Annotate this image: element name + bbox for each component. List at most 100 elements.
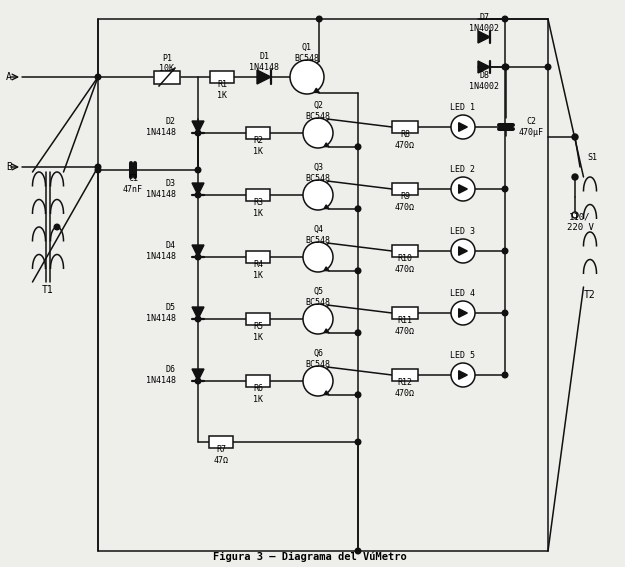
Circle shape [451, 301, 475, 325]
Circle shape [95, 167, 101, 173]
Circle shape [355, 330, 361, 336]
Text: Figura 3 – Diagrama del VúMetro: Figura 3 – Diagrama del VúMetro [213, 552, 407, 562]
Bar [392, 183, 418, 195]
Text: Q6
BC548: Q6 BC548 [306, 349, 331, 369]
Text: D5
1N4148: D5 1N4148 [146, 303, 176, 323]
Text: D8
1N4002: D8 1N4002 [469, 71, 499, 91]
Text: Q3
BC548: Q3 BC548 [306, 163, 331, 183]
Circle shape [503, 16, 508, 22]
Text: Q5
BC548: Q5 BC548 [306, 287, 331, 307]
Bar [246, 375, 270, 387]
Text: R4
1K: R4 1K [253, 260, 263, 280]
Circle shape [503, 310, 508, 316]
Circle shape [195, 130, 201, 136]
Circle shape [355, 144, 361, 150]
Circle shape [303, 180, 333, 210]
Circle shape [303, 304, 333, 334]
Text: R1
1K: R1 1K [217, 81, 227, 100]
Text: R11
470Ω: R11 470Ω [395, 316, 415, 336]
Circle shape [355, 439, 361, 445]
Circle shape [195, 316, 201, 322]
Polygon shape [478, 31, 490, 43]
Polygon shape [478, 61, 490, 73]
Text: Q4
BC548: Q4 BC548 [306, 225, 331, 245]
Bar [392, 307, 418, 319]
Text: R6
1K: R6 1K [253, 384, 263, 404]
Polygon shape [459, 371, 468, 379]
Text: R9
470Ω: R9 470Ω [395, 192, 415, 211]
Text: D4
1N4148: D4 1N4148 [146, 242, 176, 261]
Bar [246, 251, 270, 263]
Circle shape [290, 60, 324, 94]
Circle shape [572, 212, 578, 218]
Text: R8
470Ω: R8 470Ω [395, 130, 415, 150]
Text: P1
10K: P1 10K [159, 54, 174, 73]
Circle shape [95, 74, 101, 80]
Polygon shape [257, 70, 271, 84]
Polygon shape [324, 391, 329, 395]
Bar [210, 71, 234, 83]
Polygon shape [459, 247, 468, 255]
Text: Q1
BC548: Q1 BC548 [294, 43, 319, 63]
Circle shape [451, 177, 475, 201]
Circle shape [355, 548, 361, 554]
Text: LED 2: LED 2 [451, 166, 476, 175]
Circle shape [503, 124, 509, 130]
Polygon shape [324, 205, 329, 209]
Text: A: A [6, 72, 12, 82]
Circle shape [303, 118, 333, 148]
Circle shape [355, 206, 361, 211]
Circle shape [451, 115, 475, 139]
Circle shape [316, 16, 322, 22]
Text: T2: T2 [584, 290, 596, 300]
Circle shape [303, 242, 333, 272]
Circle shape [503, 248, 508, 254]
Polygon shape [459, 308, 468, 318]
Circle shape [195, 192, 201, 198]
Polygon shape [192, 121, 204, 133]
Circle shape [503, 186, 508, 192]
Text: D3
1N4148: D3 1N4148 [146, 179, 176, 198]
Circle shape [451, 363, 475, 387]
Circle shape [503, 124, 508, 130]
Bar [392, 369, 418, 381]
Text: B: B [6, 162, 12, 172]
Text: R7
47Ω: R7 47Ω [214, 445, 229, 465]
Text: T1: T1 [42, 285, 54, 295]
Circle shape [195, 167, 201, 173]
Polygon shape [324, 329, 329, 333]
Circle shape [572, 174, 578, 180]
Bar [154, 70, 180, 83]
Circle shape [355, 268, 361, 274]
Polygon shape [459, 122, 468, 132]
Bar [246, 313, 270, 325]
Text: D1
1N4148: D1 1N4148 [249, 52, 279, 71]
Text: 110/
220 V: 110/ 220 V [567, 212, 594, 232]
Polygon shape [314, 88, 319, 92]
Circle shape [451, 239, 475, 263]
Text: R5
1K: R5 1K [253, 322, 263, 342]
Circle shape [195, 378, 201, 384]
Circle shape [545, 64, 551, 70]
Circle shape [503, 64, 508, 70]
Polygon shape [192, 369, 204, 381]
Text: R10
470Ω: R10 470Ω [395, 255, 415, 274]
Bar [392, 121, 418, 133]
Text: D7
1N4002: D7 1N4002 [469, 13, 499, 33]
Polygon shape [459, 185, 468, 193]
Text: D2
1N4148: D2 1N4148 [146, 117, 176, 137]
Circle shape [303, 366, 333, 396]
Text: LED 3: LED 3 [451, 227, 476, 236]
Text: C1
47nF: C1 47nF [123, 174, 143, 194]
Bar [209, 436, 233, 448]
Circle shape [503, 372, 508, 378]
Polygon shape [324, 143, 329, 147]
Bar [392, 245, 418, 257]
Text: C2
470μF: C2 470μF [519, 117, 544, 137]
Text: R12
470Ω: R12 470Ω [395, 378, 415, 397]
Text: R3
1K: R3 1K [253, 198, 263, 218]
Polygon shape [192, 307, 204, 319]
Polygon shape [192, 183, 204, 195]
Circle shape [195, 254, 201, 260]
Text: S1: S1 [587, 153, 597, 162]
